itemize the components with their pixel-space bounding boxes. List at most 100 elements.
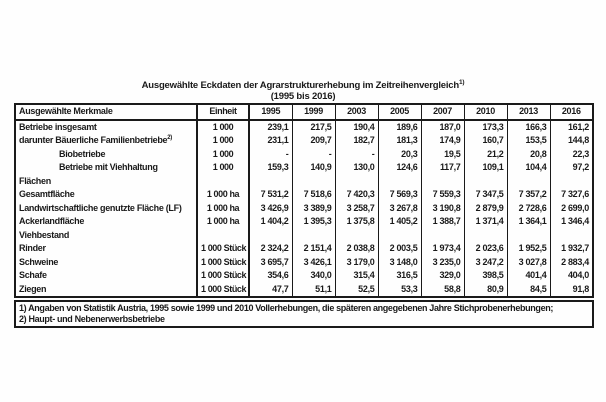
value-cell: 173,3: [463, 119, 507, 134]
row-label: Betriebe insgesamt: [19, 121, 97, 132]
title-text: Ausgewählte Eckdaten der Agrarstrukturer…: [141, 80, 460, 91]
row-label: Ziegen: [19, 283, 47, 294]
value-cell: 80,9: [463, 282, 507, 297]
value-cell: 2 003,5: [377, 242, 421, 256]
row-label: Schafe: [19, 270, 47, 280]
table-body: Betriebe insgesamt 1 000 239,1 217,5 190,4 18…: [15, 119, 593, 297]
value-cell: 166,3: [506, 119, 550, 134]
value-cell: [549, 228, 593, 242]
value-cell: 3 389,9: [291, 201, 335, 215]
section-row: Viehbestand: [15, 228, 593, 242]
value-cell: 7 531,2: [248, 188, 292, 202]
value-cell: 104,4: [506, 161, 550, 175]
value-cell: 217,5: [291, 119, 335, 134]
row-label: Rinder: [19, 243, 46, 253]
value-cell: 404,0: [549, 269, 593, 283]
row-label: Schweine: [19, 256, 59, 267]
value-cell: 1 364,1: [506, 215, 550, 229]
value-cell: 1 404,2: [248, 215, 292, 229]
unit-cell: [196, 228, 250, 242]
header-row: Ausgewählte Merkmale Einheit 1995 1999 2…: [15, 104, 593, 121]
table-row: Ackerlandfläche 1 000 ha 1 404,2 1 395,3 1 3…: [15, 215, 593, 229]
value-cell: 1 371,4: [463, 215, 507, 229]
unit-cell: 1 000: [196, 161, 250, 175]
value-cell: 1 388,7: [420, 215, 464, 229]
footnote-ref: 2): [167, 135, 172, 141]
value-cell: 3 258,7: [334, 201, 378, 215]
value-cell: 3 247,2: [463, 255, 507, 269]
value-cell: [291, 174, 335, 188]
unit-cell: 1 000 Stück: [196, 269, 250, 283]
value-cell: [377, 228, 421, 242]
value-cell: 398,5: [463, 269, 507, 283]
row-label: Biobetriebe: [59, 148, 106, 159]
col-header-year: 2010: [463, 104, 507, 121]
table-row: Schafe 1 000 Stück 354,6 340,0 315,4 316,5 329…: [15, 269, 593, 283]
value-cell: 3 179,0: [334, 255, 378, 269]
value-cell: -: [248, 147, 292, 161]
value-cell: 140,9: [291, 161, 335, 175]
value-cell: 182,7: [334, 134, 378, 148]
value-cell: 7 347,5: [463, 188, 507, 202]
value-cell: 190,4: [334, 119, 378, 134]
col-header-year: 2003: [334, 104, 378, 121]
table-row: Biobetriebe 1 000- - -20,3 19,5 21,2 20,8 22,3: [15, 147, 593, 161]
value-cell: 1 375,8: [334, 215, 378, 229]
statistics-table: Ausgewählte Merkmale Einheit 1995 1999 2…: [14, 103, 594, 298]
value-cell: 209,7: [291, 134, 335, 148]
value-cell: 130,0: [334, 161, 378, 175]
value-cell: [377, 174, 421, 188]
value-cell: 117,7: [420, 161, 464, 175]
value-cell: 3 148,0: [377, 255, 421, 269]
value-cell: 1 973,4: [420, 242, 464, 256]
value-cell: 1 405,2: [377, 215, 421, 229]
value-cell: [506, 228, 550, 242]
value-cell: 159,3: [248, 161, 292, 175]
value-cell: 47,7: [248, 282, 292, 297]
value-cell: 84,5: [506, 282, 550, 297]
value-cell: 97,2: [549, 161, 593, 175]
value-cell: 3 235,0: [420, 255, 464, 269]
table-row: darunter Bäuerliche Familienbetriebe2) 1 …: [15, 134, 593, 148]
title-subtitle: (1995 bis 2016): [270, 90, 336, 102]
value-cell: 3 426,9: [248, 201, 292, 215]
row-label: Betriebe mit Viehhaltung: [59, 162, 158, 172]
col-header-merkmale: Ausgewählte Merkmale: [15, 104, 197, 121]
value-cell: 2 699,0: [549, 201, 593, 215]
value-cell: 189,6: [377, 119, 421, 134]
value-cell: [506, 174, 550, 188]
value-cell: 7 327,6: [549, 188, 593, 202]
section-label: Viehbestand: [19, 229, 70, 240]
unit-cell: 1 000: [196, 134, 250, 148]
value-cell: 20,3: [377, 147, 421, 161]
value-cell: 3 267,8: [377, 201, 421, 215]
value-cell: 315,4: [334, 269, 378, 283]
value-cell: [549, 174, 593, 188]
value-cell: 401,4: [506, 269, 550, 283]
table-row: Betriebe mit Viehhaltung 1 000 159,3 140,9 1…: [15, 161, 593, 175]
value-cell: 58,8: [420, 282, 464, 297]
value-cell: 3 426,1: [291, 255, 335, 269]
value-cell: -: [334, 147, 378, 161]
value-cell: 2 324,2: [248, 242, 292, 256]
unit-cell: [196, 174, 250, 188]
row-label: darunter Bäuerliche Familienbetriebe2): [19, 135, 172, 145]
title-line1: Ausgewählte Eckdaten der Agrarstrukturer…: [0, 79, 606, 92]
value-cell: 1 395,3: [291, 215, 335, 229]
value-cell: [248, 174, 292, 188]
table-title: Ausgewählte Eckdaten der Agrarstrukturer…: [0, 79, 606, 102]
col-header-year: 2007: [420, 104, 464, 121]
unit-cell: 1 000 ha: [196, 215, 250, 229]
section-row: Flächen: [15, 174, 593, 188]
row-label: Ackerlandfläche: [19, 216, 85, 226]
value-cell: 231,1: [248, 134, 292, 148]
unit-cell: 1 000: [196, 119, 250, 134]
value-cell: 3 190,8: [420, 201, 464, 215]
value-cell: 22,3: [549, 147, 593, 161]
unit-cell: 1 000: [196, 147, 250, 161]
col-header-year: 2016: [549, 104, 593, 121]
col-header-year: 1995: [248, 104, 292, 121]
value-cell: 53,3: [377, 282, 421, 297]
value-cell: 187,0: [420, 119, 464, 134]
